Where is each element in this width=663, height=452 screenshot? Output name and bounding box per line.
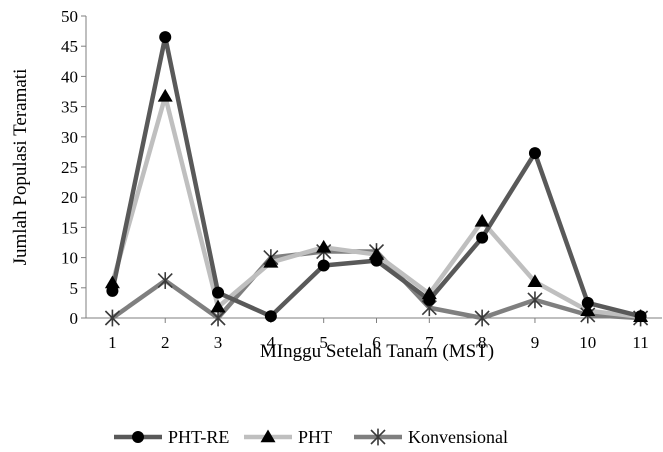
series-lines bbox=[110, 34, 643, 321]
y-tick-label: 15 bbox=[61, 218, 78, 237]
marker-circle bbox=[423, 293, 436, 306]
legend-item: PHT-RE bbox=[114, 427, 229, 447]
y-tick-labels: 0 5 10 15 20 25 30 35 40 45 50 bbox=[61, 7, 78, 328]
marker-triangle bbox=[527, 274, 543, 288]
marker-circle bbox=[476, 231, 489, 244]
legend: PHT-RE PHT Konvensional bbox=[114, 427, 508, 447]
legend-label: Konvensional bbox=[408, 427, 508, 447]
x-tick-label: 7 bbox=[425, 333, 434, 352]
y-tick-label: 30 bbox=[61, 128, 78, 147]
marker-circle bbox=[264, 310, 277, 323]
legend-item: Konvensional bbox=[354, 427, 508, 447]
x-tick-label: 8 bbox=[478, 333, 487, 352]
y-tick-label: 10 bbox=[61, 249, 78, 268]
marker-triangle bbox=[474, 213, 490, 227]
x-tick-label: 11 bbox=[632, 333, 648, 352]
series-markers bbox=[104, 31, 649, 327]
marker-circle bbox=[132, 431, 144, 443]
marker-circle bbox=[317, 259, 330, 272]
y-tick-label: 40 bbox=[61, 67, 78, 86]
x-tick-label: 9 bbox=[531, 333, 540, 352]
marker-circle bbox=[528, 147, 541, 160]
marker-triangle bbox=[263, 254, 279, 268]
y-tick-label: 0 bbox=[70, 309, 79, 328]
marker-circle bbox=[581, 296, 594, 309]
marker-star bbox=[157, 272, 173, 289]
y-tick-label: 20 bbox=[61, 188, 78, 207]
marker-circle bbox=[212, 286, 225, 299]
marker-star bbox=[474, 309, 490, 327]
legend-label: PHT-RE bbox=[168, 427, 229, 447]
y-tick-label: 35 bbox=[61, 98, 78, 117]
x-tick-label: 5 bbox=[319, 333, 328, 352]
x-axis-title: MInggu Setelah Tanam (MST) bbox=[260, 341, 494, 362]
marker-star bbox=[370, 428, 386, 446]
x-tick-label: 10 bbox=[579, 333, 596, 352]
marker-star bbox=[210, 309, 226, 327]
y-tick-label: 5 bbox=[70, 279, 79, 298]
x-tick-label: 2 bbox=[161, 333, 170, 352]
marker-triangle bbox=[580, 303, 596, 317]
marker-circle bbox=[106, 284, 119, 297]
series-line bbox=[110, 94, 643, 320]
series-line bbox=[110, 34, 643, 319]
x-tick-label: 4 bbox=[267, 333, 276, 352]
marker-triangle bbox=[157, 88, 173, 102]
marker-triangle bbox=[104, 275, 120, 289]
y-axis-title: Jumlah Populasi Teramati bbox=[10, 69, 31, 266]
marker-triangle bbox=[260, 429, 276, 443]
legend-label: PHT bbox=[298, 427, 332, 447]
legend-item: PHT bbox=[244, 427, 332, 447]
x-tick-label: 3 bbox=[214, 333, 223, 352]
marker-circle bbox=[370, 254, 383, 267]
x-tick-label: 6 bbox=[372, 333, 381, 352]
y-tick-label: 25 bbox=[61, 158, 78, 177]
marker-circle bbox=[159, 31, 172, 44]
marker-triangle bbox=[316, 239, 332, 253]
marker-star bbox=[527, 291, 543, 309]
marker-triangle bbox=[210, 299, 226, 313]
marker-star bbox=[104, 309, 120, 327]
x-tick-labels: 1 2 3 4 5 6 7 8 9 10 11 bbox=[108, 333, 649, 352]
y-tick-label: 50 bbox=[61, 7, 78, 26]
y-tick-label: 45 bbox=[61, 37, 78, 56]
marker-circle bbox=[634, 310, 647, 323]
x-tick-label: 1 bbox=[108, 333, 117, 352]
